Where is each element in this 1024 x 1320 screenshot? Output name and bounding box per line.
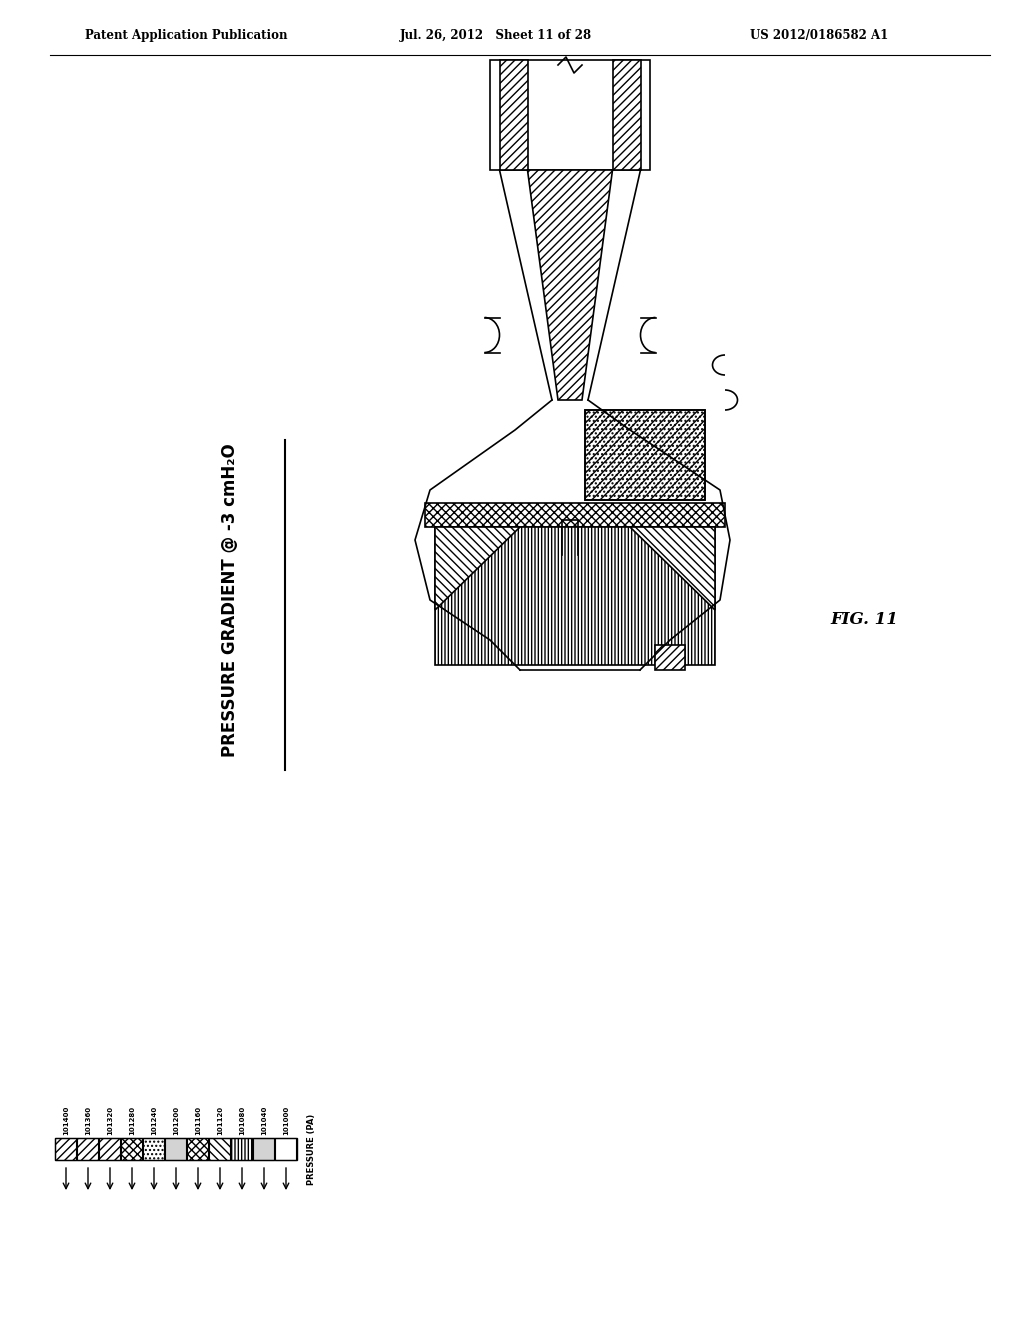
Polygon shape [231, 1138, 252, 1160]
Text: 101080: 101080 [239, 1106, 245, 1135]
Text: 101280: 101280 [129, 1106, 135, 1135]
Polygon shape [143, 1138, 164, 1160]
Polygon shape [165, 1138, 186, 1160]
Text: 101200: 101200 [173, 1106, 179, 1135]
Polygon shape [630, 527, 715, 610]
Text: 101000: 101000 [283, 1106, 289, 1135]
Text: 101160: 101160 [195, 1106, 201, 1135]
Polygon shape [655, 645, 685, 671]
Polygon shape [55, 1138, 76, 1160]
Text: 101240: 101240 [151, 1106, 157, 1135]
Text: 101360: 101360 [85, 1106, 91, 1135]
Text: Patent Application Publication: Patent Application Publication [85, 29, 288, 41]
Text: PRESSURE GRADIENT @ -3 cmH₂O: PRESSURE GRADIENT @ -3 cmH₂O [221, 444, 239, 756]
Polygon shape [99, 1138, 120, 1160]
Polygon shape [425, 503, 725, 527]
Polygon shape [435, 527, 520, 610]
Text: Jul. 26, 2012   Sheet 11 of 28: Jul. 26, 2012 Sheet 11 of 28 [400, 29, 592, 41]
Text: 101120: 101120 [217, 1106, 223, 1135]
Text: 101320: 101320 [106, 1106, 113, 1135]
Polygon shape [187, 1138, 208, 1160]
Text: FIG. 11: FIG. 11 [830, 611, 898, 628]
Polygon shape [612, 59, 640, 170]
Polygon shape [500, 59, 527, 170]
Polygon shape [275, 1138, 296, 1160]
Text: 101400: 101400 [63, 1106, 69, 1135]
Polygon shape [209, 1138, 230, 1160]
Polygon shape [77, 1138, 98, 1160]
Polygon shape [527, 170, 612, 400]
Text: 101040: 101040 [261, 1106, 267, 1135]
Polygon shape [121, 1138, 142, 1160]
Polygon shape [253, 1138, 274, 1160]
Text: US 2012/0186582 A1: US 2012/0186582 A1 [750, 29, 888, 41]
Polygon shape [585, 411, 705, 500]
Text: PRESSURE (PA): PRESSURE (PA) [307, 1113, 316, 1184]
Polygon shape [435, 527, 715, 665]
